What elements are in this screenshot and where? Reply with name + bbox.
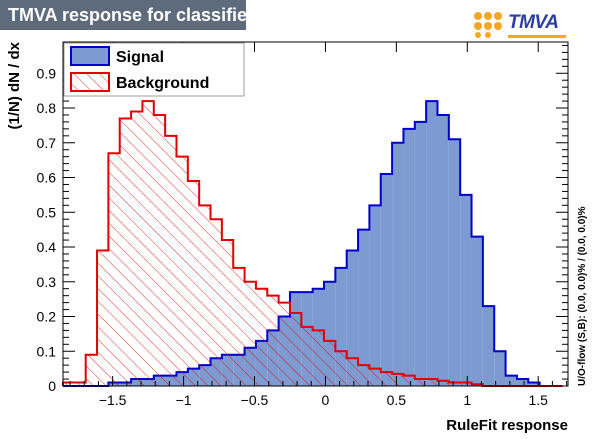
legend: Signal Background — [63, 42, 245, 97]
background-bin — [244, 281, 256, 386]
y-tick-label: 0.1 — [37, 343, 57, 359]
background-bin — [176, 156, 188, 386]
background-bin — [346, 358, 359, 386]
background-bin — [131, 111, 143, 387]
background-bin — [426, 379, 438, 386]
background-bin — [289, 313, 302, 386]
chart-title: TMVA response for classifier: RuleFit — [0, 0, 326, 30]
signal-bin — [335, 267, 347, 386]
background-bin — [108, 153, 120, 386]
signal-bin — [403, 128, 415, 386]
x-tick-label: −1 — [176, 392, 192, 408]
logo-underline — [508, 35, 566, 38]
background-bin — [380, 372, 393, 386]
background-bin — [119, 118, 132, 386]
signal-bin — [516, 379, 529, 386]
y-tick-label: 0.5 — [37, 204, 57, 220]
background-bin — [335, 351, 347, 386]
background-bin — [85, 354, 98, 386]
y-tick-label: 0.7 — [37, 135, 57, 151]
y-tick-label: 0 — [48, 378, 56, 394]
signal-bin — [324, 281, 336, 386]
background-bin — [63, 382, 75, 386]
background-bin — [312, 330, 325, 386]
legend-label-signal: Signal — [116, 49, 164, 66]
background-bin — [210, 219, 222, 386]
background-bin — [221, 240, 234, 386]
signal-bin — [494, 351, 506, 386]
signal-bin — [414, 121, 427, 386]
background-bin — [448, 382, 461, 386]
background-bin — [369, 368, 381, 386]
y-tick-label: 0.4 — [37, 239, 57, 255]
tmva-logo-text: TMVA — [508, 12, 559, 33]
y-axis-label: (1/N) dN / dx — [6, 41, 23, 129]
signal-bin — [437, 114, 449, 386]
signal-bin — [448, 139, 461, 386]
background-bin — [142, 101, 154, 386]
background-bin — [74, 382, 86, 386]
background-bin — [358, 365, 370, 386]
signal-bin — [392, 142, 404, 386]
tmva-logo-icon — [474, 12, 502, 38]
background-bin — [414, 379, 427, 386]
signal-bin — [426, 101, 438, 386]
signal-bin — [471, 236, 483, 386]
background-bin — [460, 382, 472, 386]
legend-swatch-signal — [70, 46, 110, 66]
background-bin — [278, 302, 290, 386]
signal-bin — [528, 382, 540, 386]
background-bin — [199, 205, 211, 386]
x-tick-label: 0.5 — [387, 392, 407, 408]
background-outline — [62, 100, 563, 387]
background-bin — [165, 135, 177, 386]
signal-bin — [358, 229, 370, 386]
background-bin — [324, 340, 336, 386]
plot-frame — [62, 41, 569, 387]
x-tick-label: 1 — [463, 392, 471, 408]
signal-bin — [380, 174, 393, 386]
background-bin — [97, 250, 109, 386]
y-tick-label: 0.6 — [37, 170, 57, 186]
background-bin — [403, 375, 415, 386]
signal-bin — [505, 375, 517, 386]
x-tick-label: 0 — [322, 392, 330, 408]
background-bin — [153, 114, 166, 386]
background-bin — [255, 288, 268, 386]
signal-bin — [346, 250, 359, 386]
legend-swatch-background — [70, 72, 110, 92]
background-bin — [187, 180, 200, 386]
signal-bin — [482, 306, 495, 386]
x-tick-label: −0.5 — [241, 392, 269, 408]
x-tick-label: 1.5 — [528, 392, 548, 408]
background-bin — [233, 267, 245, 386]
y-tick-label: 0.9 — [37, 65, 57, 81]
signal-bin — [369, 205, 381, 386]
y-tick-label: 0.8 — [37, 100, 57, 116]
background-bin — [392, 373, 404, 386]
background-bin — [267, 295, 279, 386]
overflow-label: U/O-flow (S,B): (0.0, 0.0)% / (0.0, 0.0)… — [577, 206, 588, 386]
y-tick-label: 0.2 — [37, 309, 57, 325]
background-bin — [437, 380, 449, 386]
x-tick-label: −1.5 — [99, 392, 127, 408]
background-bin — [301, 326, 313, 386]
x-axis-label: RuleFit response — [446, 417, 568, 434]
legend-label-background: Background — [116, 75, 209, 92]
signal-bin — [460, 194, 472, 386]
y-tick-label: 0.3 — [37, 274, 57, 290]
